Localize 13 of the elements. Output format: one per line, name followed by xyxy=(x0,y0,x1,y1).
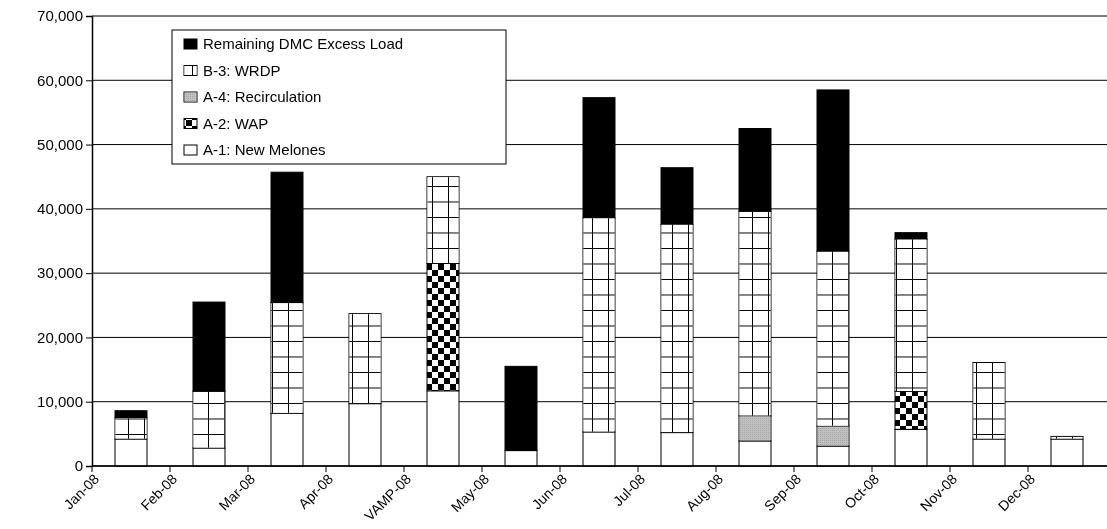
y-tick-label: 60,000 xyxy=(37,71,83,89)
legend-label: A-4: Recirculation xyxy=(203,88,322,105)
y-tick-label: 40,000 xyxy=(37,200,83,218)
legend-label: B-3: WRDP xyxy=(203,61,281,79)
y-tick-label: 20,000 xyxy=(37,328,83,346)
legend-label: Remaining DMC Excess Load xyxy=(203,35,404,52)
legend-label: A-1: New Melones xyxy=(203,141,326,158)
y-tick-label: 30,000 xyxy=(37,264,83,282)
y-tick-label: 50,000 xyxy=(37,135,83,153)
legend-label: A-2: WAP xyxy=(203,114,269,132)
y-tick-label: 10,000 xyxy=(37,393,83,411)
y-tick-label: 70,000 xyxy=(37,7,83,25)
y-tick-label: 0 xyxy=(74,457,83,475)
